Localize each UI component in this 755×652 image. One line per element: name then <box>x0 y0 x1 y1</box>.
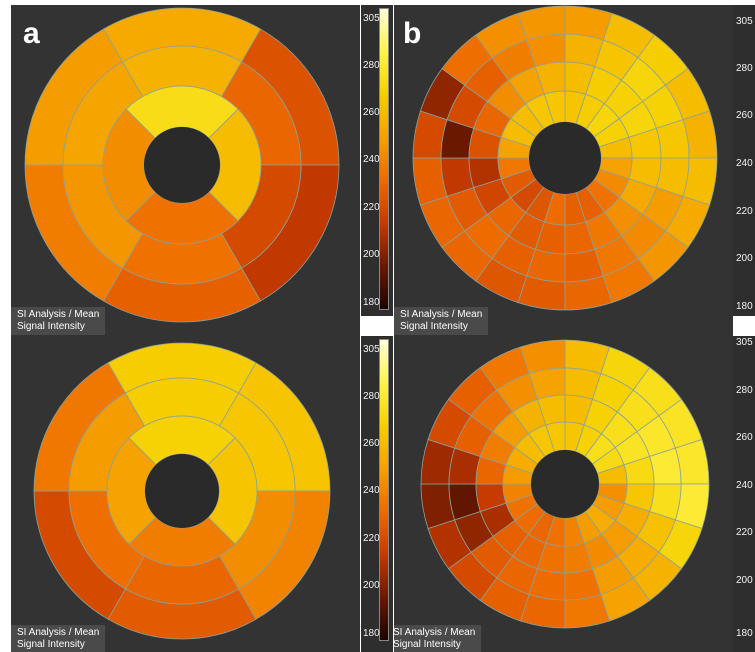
colorbar-b-bottom: 305 280 260 240 220 200 180 <box>733 336 755 652</box>
colorbar-tick: 260 <box>736 110 753 121</box>
si-label-line1: SI Analysis / Mean <box>400 309 483 320</box>
panel-b-bottom: SI Analysis / Mean Signal Intensity <box>394 336 733 652</box>
colorbar-tick: 180 <box>363 297 380 308</box>
colorbar-tick: 200 <box>736 575 753 586</box>
colorbar-tick: 240 <box>736 480 753 491</box>
colorbar-tick: 180 <box>736 628 753 639</box>
colorbar-tick: 240 <box>363 154 380 165</box>
colorbar-a-bottom: 305 280 260 240 220 200 180 <box>361 336 393 652</box>
colorbar-tick: 220 <box>363 202 380 213</box>
colorbar-tick: 240 <box>363 485 380 496</box>
colorbar-a-top: 305 280 260 240 220 200 180 <box>361 5 393 316</box>
colorbar-tick: 180 <box>736 301 753 312</box>
bullseye-b-top <box>412 5 718 311</box>
si-label-line1: SI Analysis / Mean <box>17 309 100 320</box>
center-hole <box>145 454 219 528</box>
colorbar-tick: 260 <box>363 438 380 449</box>
si-label-line1: SI Analysis / Mean <box>17 627 100 638</box>
si-label-b-bottom: SI Analysis / Mean Signal Intensity <box>394 625 482 652</box>
panel-letter-a: a <box>23 17 40 50</box>
colorbar-tick: 200 <box>363 249 380 260</box>
colorbar-tick: 180 <box>363 628 380 639</box>
si-label-a-bottom: SI Analysis / Mean Signal Intensity <box>11 625 106 652</box>
panel-a-top: a SI Analysis / Mean Signal Intensity <box>11 5 360 338</box>
colorbar-tick: 220 <box>736 527 753 538</box>
center-hole <box>529 122 601 194</box>
colorbar-tick: 220 <box>736 206 753 217</box>
si-label-line2: Signal Intensity <box>394 639 461 650</box>
center-hole <box>144 127 220 203</box>
colorbar-tick: 220 <box>363 533 380 544</box>
colorbar-b-top: 305 280 260 240 220 200 180 <box>733 5 755 316</box>
bullseye-b-bottom <box>420 339 710 629</box>
colorbar-tick: 280 <box>736 385 753 396</box>
colorbar-tick: 305 <box>736 337 753 348</box>
si-label-a-top: SI Analysis / Mean Signal Intensity <box>11 307 106 335</box>
si-label-line1: SI Analysis / Mean <box>394 627 476 638</box>
colorbar-tick: 260 <box>363 107 380 118</box>
si-label-b-top: SI Analysis / Mean Signal Intensity <box>394 307 489 335</box>
si-label-line2: Signal Intensity <box>17 639 85 650</box>
bullseye-a-top <box>24 7 340 323</box>
colorbar-tick: 260 <box>736 432 753 443</box>
colorbar-tick: 200 <box>363 580 380 591</box>
panel-a-bottom: SI Analysis / Mean Signal Intensity <box>11 336 360 652</box>
colorbar-tick: 280 <box>736 63 753 74</box>
panel-b-top: b SI Analysis / Mean Signal Intensity <box>394 5 733 338</box>
colorbar-tick: 280 <box>363 391 380 402</box>
center-hole <box>531 450 599 518</box>
bullseye-a-bottom <box>33 342 331 640</box>
colorbar-tick: 305 <box>363 13 380 24</box>
colorbar-tick: 305 <box>736 16 753 27</box>
panel-letter-b: b <box>403 17 422 50</box>
colorbar-gradient <box>379 339 389 641</box>
si-label-line2: Signal Intensity <box>17 321 85 332</box>
colorbar-tick: 280 <box>363 60 380 71</box>
colorbar-tick: 200 <box>736 253 753 264</box>
si-label-line2: Signal Intensity <box>400 321 468 332</box>
colorbar-tick: 240 <box>736 158 753 169</box>
colorbar-gradient <box>379 8 389 310</box>
colorbar-tick: 305 <box>363 344 380 355</box>
